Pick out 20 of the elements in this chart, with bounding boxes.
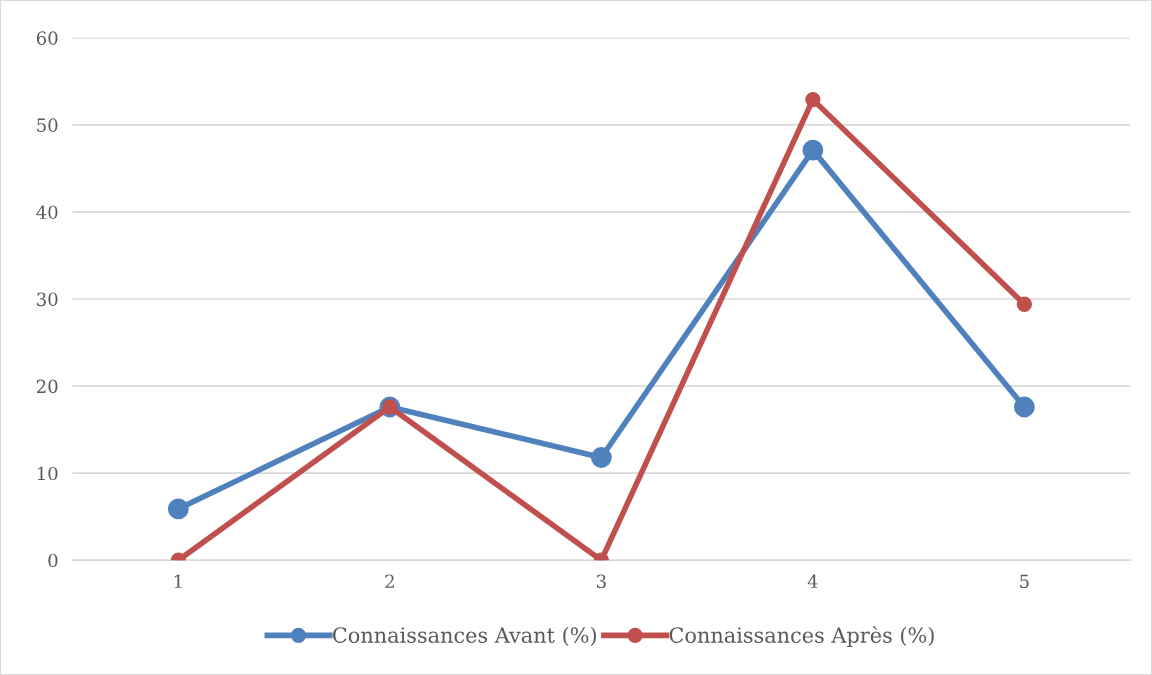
point [1016,296,1032,312]
x-tick-label: 3 [596,574,606,589]
y-tick-label: 0 [48,553,58,568]
x-tick-label: 1 [174,574,182,588]
y-tick-label: 50 [37,118,58,132]
y-tick-label: 10 [37,466,58,481]
y-tick-label: 20 [36,379,58,394]
point [802,139,824,161]
point [805,91,821,108]
x-tick-label: 2 [385,574,394,588]
point [167,498,189,520]
point [590,447,612,468]
y-tick-label: 30 [37,292,58,307]
x-tick-label: 4 [807,574,818,588]
x-tick-label: 5 [1020,574,1029,589]
legend-label: Connaissances Après (%) [669,626,934,647]
y-tick-label: 40 [36,205,58,220]
y-tick-label: 60 [36,31,58,45]
point [1013,396,1035,418]
legend-label: Connaissances Avant (%) [333,626,596,646]
